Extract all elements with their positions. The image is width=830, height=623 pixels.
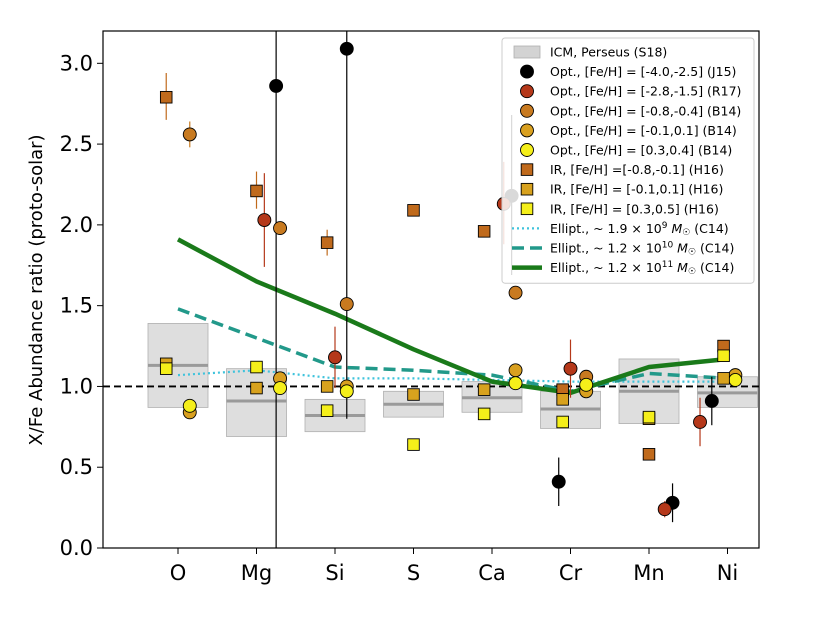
legend-label: Opt., [Fe/H] = [0.3,0.4] (B14) [550, 143, 732, 158]
data-point-circle [257, 213, 272, 227]
series-3 [182, 121, 594, 384]
legend-label: Ellipt., ~ 1.9 × 109 M☉ (C14) [550, 221, 729, 238]
data-point-square [642, 448, 656, 461]
data-point-square [159, 362, 173, 375]
model-curve-3 [176, 237, 728, 396]
legend-label: Opt., [Fe/H] = [-2.8,-1.5] (R17) [550, 84, 741, 99]
data-point-square [556, 393, 569, 406]
data-point-square [407, 438, 420, 451]
data-point-circle [693, 415, 707, 429]
data-point-circle [339, 297, 354, 311]
y-tick-label: 2.0 [60, 213, 93, 237]
axes-frame [102, 30, 760, 549]
y-tick-label: 3.0 [60, 51, 93, 75]
series-6 [159, 73, 730, 461]
legend-swatch [520, 163, 534, 176]
legend-swatch [520, 123, 534, 138]
legend-swatch [520, 84, 534, 99]
legend-swatch [513, 45, 541, 59]
data-point-circle [563, 361, 578, 376]
data-point-circle [339, 384, 354, 399]
series-5 [182, 373, 743, 413]
data-point-square [320, 404, 334, 417]
legend-label: IR, [Fe/H] =[-0.8,-0.1] (H16) [550, 162, 724, 177]
data-point-square [556, 415, 569, 429]
legend-frame [501, 37, 755, 284]
x-tick-label: Si [325, 561, 344, 585]
legend-label: IR, [Fe/H] = [-0.1,0.1] (H16) [550, 182, 723, 197]
data-point-square [320, 236, 334, 249]
legend-swatch [520, 64, 534, 79]
x-tick-label: Mn [633, 561, 664, 585]
legend-label: Opt., [Fe/H] = [-4.0,-2.5] (J15) [550, 64, 736, 79]
x-tick-label: O [170, 561, 187, 585]
data-point-circle [579, 377, 594, 392]
data-point-circle [657, 502, 672, 517]
data-point-circle [508, 376, 523, 391]
legend-label: ICM, Perseus (S18) [550, 45, 667, 60]
data-point-circle [273, 381, 287, 396]
data-point-circle [551, 474, 566, 489]
data-point-circle [339, 41, 354, 56]
data-point-square [477, 383, 491, 396]
icm-box-si [304, 398, 366, 433]
data-point-circle [182, 398, 197, 413]
legend-swatch [520, 182, 534, 196]
data-point-circle [328, 350, 342, 365]
series-8 [159, 349, 730, 451]
x-tick-label: Cr [559, 561, 583, 585]
data-point-square [717, 349, 730, 362]
legend-swatch [520, 202, 534, 216]
legend-label: Ellipt., ~ 1.2 × 1010 M☉ (C14) [550, 241, 734, 258]
legend-label: Opt., [Fe/H] = [-0.8,-0.4] (B14) [550, 103, 741, 118]
legend-swatch [520, 143, 534, 157]
legend: ICM, Perseus (S18) Opt., [Fe/H] = [-4.0,-… [501, 37, 755, 284]
data-point-square [320, 380, 334, 393]
data-point-square [250, 360, 263, 374]
legend-label: IR, [Fe/H] = [0.3,0.5] (H16) [550, 201, 719, 216]
data-point-square [250, 184, 263, 198]
data-point-square [477, 225, 491, 238]
data-point-square [159, 90, 173, 104]
y-tick-label: 1.5 [60, 294, 93, 318]
model-curve-2 [177, 307, 728, 394]
legend-swatch [520, 103, 534, 118]
data-point-square [407, 204, 420, 217]
x-tick-label: S [407, 561, 420, 585]
legend-label: Ellipt., ~ 1.2 × 1011 M☉ (C14) [550, 260, 734, 277]
x-tick-label: Ca [478, 561, 506, 585]
y-tick-label: 1.0 [60, 374, 93, 398]
data-point-circle [508, 363, 523, 378]
x-tick-label: Mg [241, 561, 272, 585]
data-point-square [717, 372, 730, 385]
data-point-square [642, 410, 656, 424]
data-point-circle [182, 127, 197, 142]
y-tick-label: 2.5 [60, 132, 93, 156]
model-curve-1 [177, 369, 728, 383]
data-point-square [250, 381, 263, 395]
icm-box-o [147, 323, 209, 408]
y-tick-label: 0.5 [60, 455, 93, 479]
data-point-square [407, 388, 420, 401]
data-point-circle [269, 78, 284, 93]
data-point-circle [704, 394, 719, 408]
y-tick-label: 0.0 [60, 536, 93, 560]
axis-ticks: 0.0 0.5 1.0 1.5 2.0 2.5 3.0 O Mg Si S Ca Cr Mn Ni [60, 51, 739, 585]
y-axis-label: X/Fe Abundance ratio (proto-solar) [26, 134, 47, 445]
data-point-circle [728, 373, 743, 387]
x-tick-label: Ni [717, 561, 739, 585]
legend-label: Opt., [Fe/H] = [-0.1,0.1] (B14) [550, 123, 737, 138]
data-point-circle [508, 285, 523, 300]
data-point-circle [273, 221, 287, 236]
plot-area [103, 31, 759, 548]
data-point-square [477, 407, 491, 421]
